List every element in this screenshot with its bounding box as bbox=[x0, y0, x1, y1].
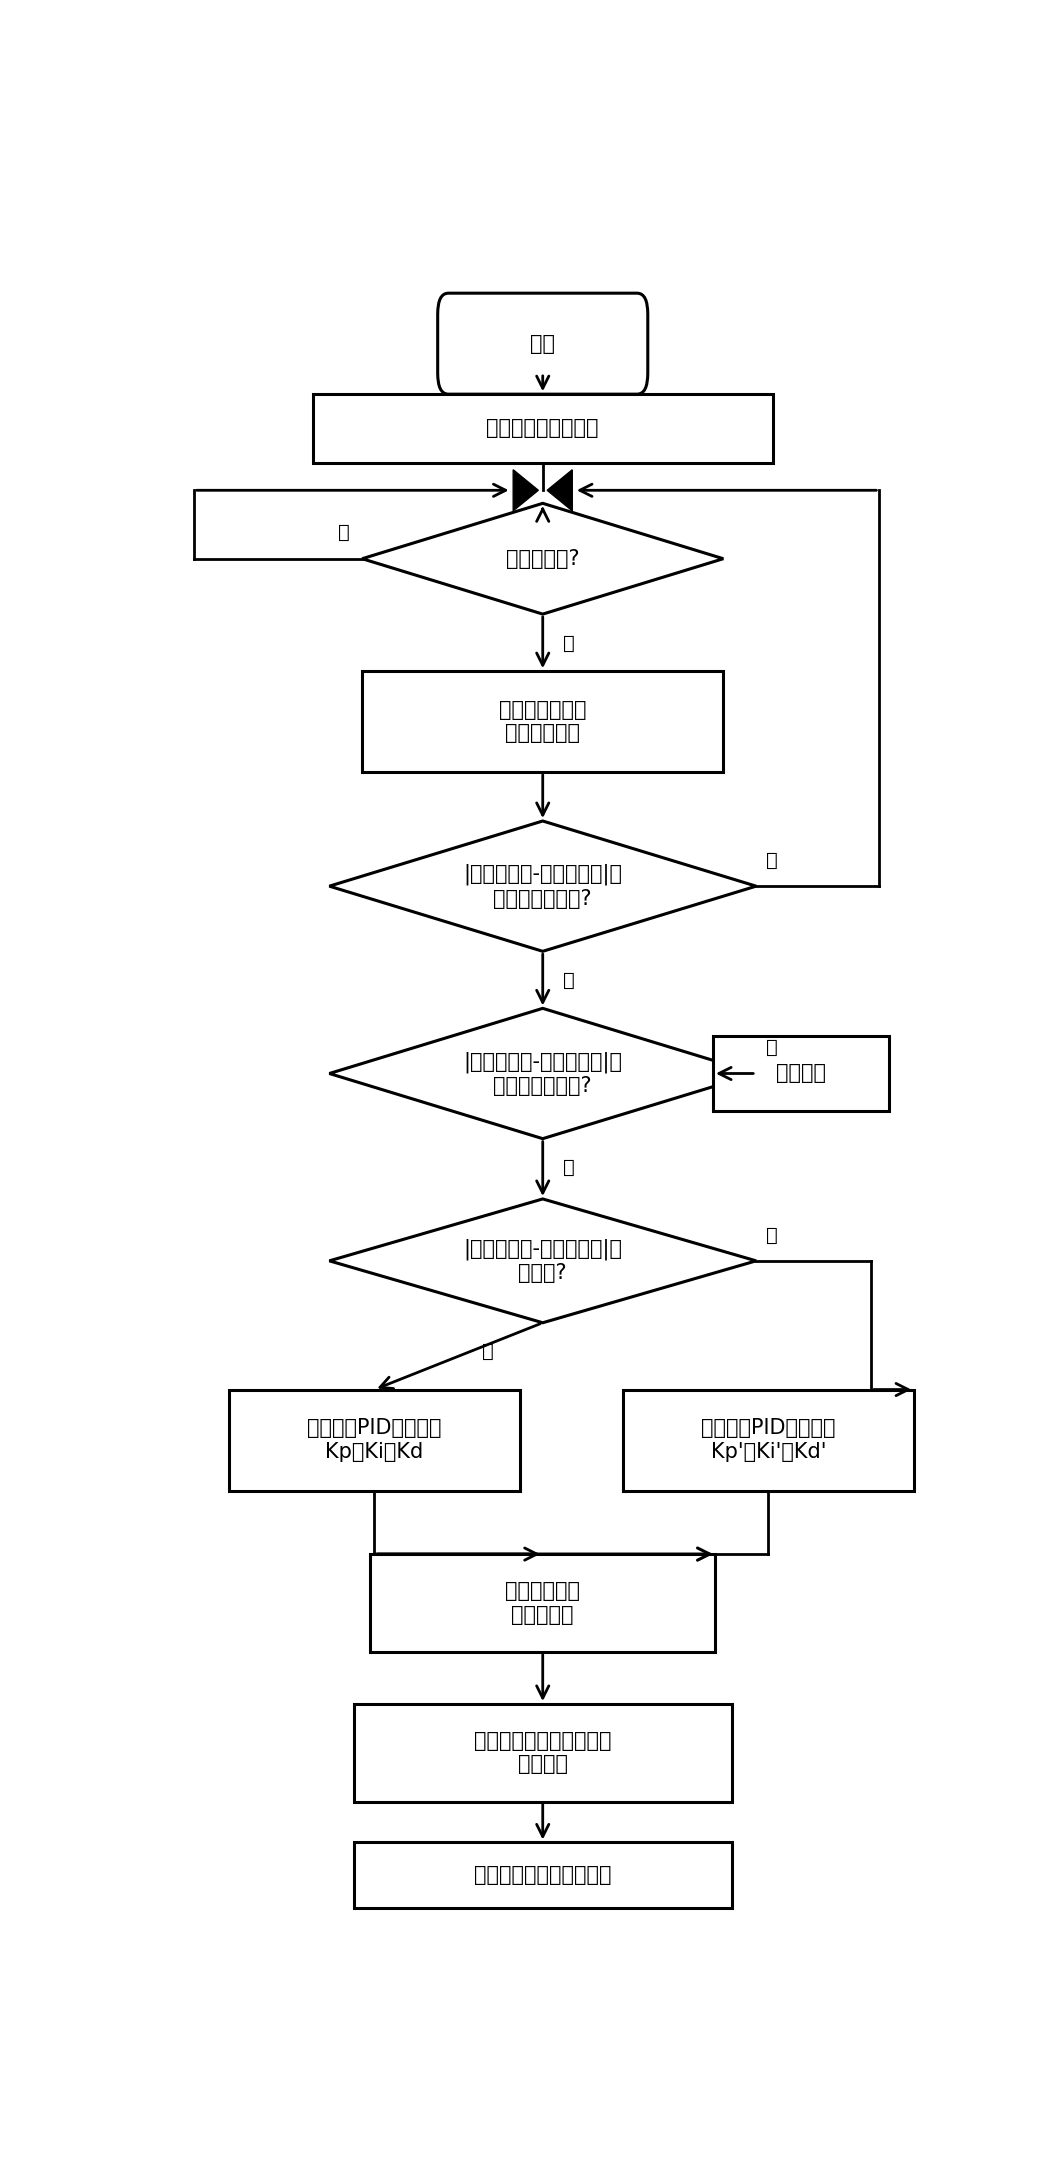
Bar bbox=[354, 1705, 732, 1802]
Text: |控制位移量-反馈位移量|大
于响应要求参数?: |控制位移量-反馈位移量|大 于响应要求参数? bbox=[463, 863, 623, 909]
Text: 根据控制量，获得电机转
速及转向: 根据控制量，获得电机转 速及转向 bbox=[474, 1731, 611, 1774]
Text: 输出获得电机转速及转向: 输出获得电机转速及转向 bbox=[474, 1865, 611, 1884]
Polygon shape bbox=[548, 470, 572, 511]
Text: 停止电机: 停止电机 bbox=[776, 1064, 826, 1083]
Text: 是: 是 bbox=[482, 1342, 493, 1362]
Text: 否: 否 bbox=[338, 524, 349, 542]
Polygon shape bbox=[329, 1008, 756, 1139]
Text: 设置第一PID控制参数
Kp、Ki、Kd: 设置第一PID控制参数 Kp、Ki、Kd bbox=[307, 1418, 442, 1461]
Polygon shape bbox=[329, 820, 756, 952]
Text: 否: 否 bbox=[766, 850, 777, 870]
Text: 是: 是 bbox=[563, 634, 575, 652]
Text: 是: 是 bbox=[563, 971, 575, 991]
Text: 否: 否 bbox=[766, 1226, 777, 1245]
Bar bbox=[371, 1554, 715, 1651]
FancyBboxPatch shape bbox=[437, 293, 648, 395]
Text: 积分分离方法
获得控制量: 积分分离方法 获得控制量 bbox=[505, 1582, 580, 1625]
Text: 采集控制位移量
及反馈位移量: 采集控制位移量 及反馈位移量 bbox=[499, 699, 587, 742]
Polygon shape bbox=[362, 503, 723, 615]
Bar bbox=[623, 1390, 914, 1491]
Bar bbox=[229, 1390, 520, 1491]
Text: 初始化闭环控制参数: 初始化闭环控制参数 bbox=[486, 419, 599, 438]
Polygon shape bbox=[329, 1200, 756, 1323]
Bar bbox=[354, 1843, 732, 1908]
Text: 控制周期到?: 控制周期到? bbox=[506, 548, 579, 570]
Bar bbox=[313, 395, 773, 462]
Polygon shape bbox=[514, 470, 538, 511]
Text: 设置第二PID控制参数
Kp'、Ki'、Kd': 设置第二PID控制参数 Kp'、Ki'、Kd' bbox=[701, 1418, 836, 1461]
Bar bbox=[713, 1036, 890, 1111]
Text: 开始: 开始 bbox=[531, 334, 555, 354]
Text: 否: 否 bbox=[563, 1159, 575, 1178]
Text: |控制位移量-反馈位移量|大
于阈值?: |控制位移量-反馈位移量|大 于阈值? bbox=[463, 1239, 623, 1284]
Bar bbox=[362, 671, 723, 773]
Text: |控制位移量-反馈位移量|小
于等于控制精度?: |控制位移量-反馈位移量|小 于等于控制精度? bbox=[463, 1051, 623, 1096]
Text: 是: 是 bbox=[766, 1038, 777, 1057]
